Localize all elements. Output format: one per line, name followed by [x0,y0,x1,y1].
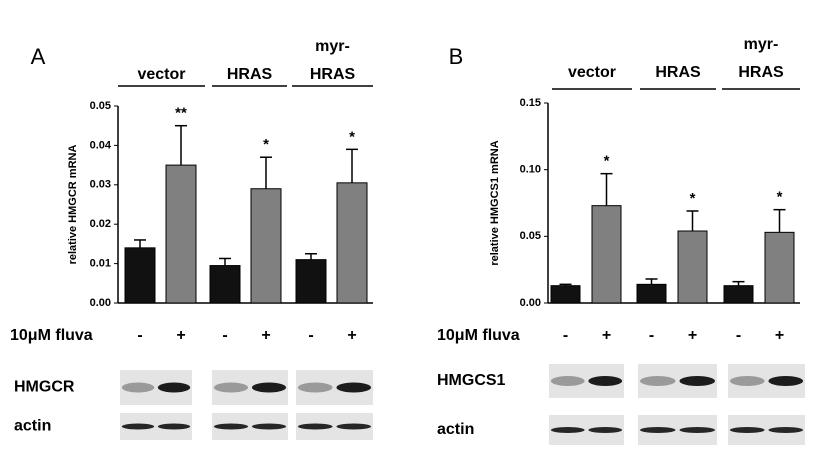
error-bar [600,172,613,206]
error-bar [346,148,358,183]
blot-band [297,382,333,393]
group-label: HRAS [227,66,273,83]
significance: * [263,136,269,153]
y-tick-label: 0.00 [90,297,111,309]
blot-band [336,382,372,393]
blot-band [297,423,333,430]
treatment-sign: + [176,327,185,344]
blot-band [157,382,191,393]
treatment-sign: + [775,327,784,344]
bar [764,231,795,304]
y-tick-label: 0.01 [90,258,111,270]
y-tick-label: 0.03 [90,179,111,191]
blot-band [336,423,372,430]
y-tick-label: 0.02 [90,218,111,230]
blot-label: actin [14,418,51,435]
blot-band [679,427,716,433]
error-bar [134,239,146,248]
blot-label: actin [437,421,474,438]
treatment-sign: - [222,327,227,344]
y-tick-label: 0.04 [90,139,112,151]
blot-band [121,382,155,393]
significance: ** [175,105,187,122]
error-bar [773,208,786,233]
significance: * [777,189,783,206]
bar [295,259,327,304]
blot-band [639,427,676,433]
group-label: HRAS [738,64,784,81]
blot-band [679,376,716,386]
treatment-sign: - [308,327,313,344]
significance: * [349,128,355,145]
bar [636,283,667,304]
y-tick-label: 0.05 [520,230,541,242]
blot-band [768,376,804,386]
blot-band [213,382,249,393]
group-label: vector [568,64,616,81]
group-label: myr- [744,36,779,53]
bar [124,247,156,304]
group-label: HRAS [310,66,356,83]
error-bar [219,257,231,266]
y-tick-label: 0.10 [520,164,541,176]
blot-band [550,376,585,386]
blot-band [729,427,765,433]
bar [250,188,282,304]
group-label: myr- [315,38,350,55]
error-bar [260,156,272,189]
blot-band [639,376,676,386]
blot-band [157,423,191,430]
panel-letter: A [31,44,46,69]
blot-band [251,382,287,393]
blot-label: HMGCR [14,379,75,396]
blot-band [121,423,155,430]
treatment-sign: + [602,327,611,344]
bar [336,182,368,304]
bar [591,205,622,304]
blot-band [588,427,623,433]
group-label: HRAS [655,64,701,81]
treatment-sign: - [649,327,654,344]
panel-letter: B [449,44,464,69]
blot-band [729,376,765,386]
error-bar [559,283,572,286]
bar [209,265,241,304]
error-bar [175,124,187,166]
y-tick-label: 0.00 [520,297,541,309]
bar [723,285,754,304]
error-bar [732,280,745,286]
error-bar [686,210,699,231]
bar [677,230,708,304]
blot-band [588,376,623,386]
treatment-sign: + [261,327,270,344]
group-label: vector [137,66,185,83]
significance: * [604,153,610,170]
treatment-sign: - [563,327,568,344]
bar [550,285,581,304]
significance: * [690,190,696,207]
blot-band [251,423,287,430]
treatment-sign: - [736,327,741,344]
error-bar [305,253,317,260]
error-bar [645,278,658,285]
blot-band [213,423,249,430]
treatment-label: 10μM fluva [10,327,93,344]
treatment-label: 10μM fluva [437,327,520,344]
treatment-sign: + [688,327,697,344]
y-axis-label: relative HMGCS1 mRNA [489,140,501,265]
treatment-sign: - [137,327,142,344]
y-tick-label: 0.15 [520,97,541,109]
bar [165,164,197,304]
treatment-sign: + [347,327,356,344]
blot-band [550,427,585,433]
y-tick-label: 0.05 [90,100,111,112]
blot-band [768,427,804,433]
blot-label: HMGCS1 [437,372,506,389]
y-axis-label: relative HMGCR mRNA [67,145,79,265]
